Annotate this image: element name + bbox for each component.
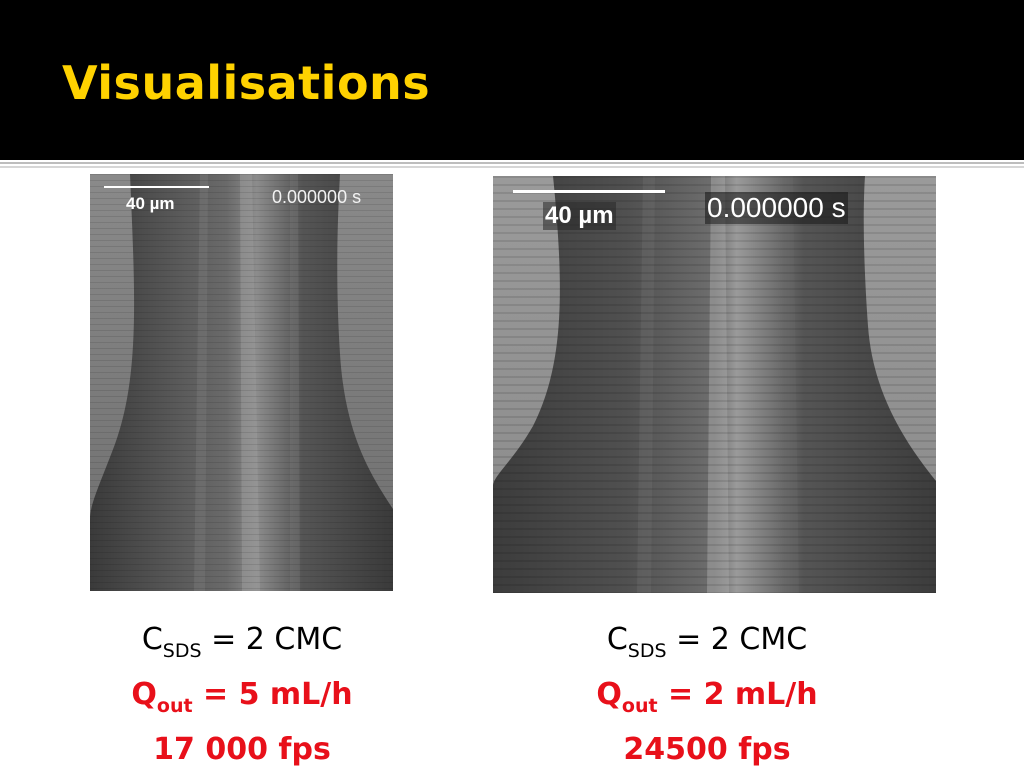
flow-rate-line: Qout = 2 mL/h: [542, 667, 872, 722]
q-symbol: Q: [131, 677, 157, 712]
scale-bar-label: 40 µm: [126, 194, 175, 213]
micrograph-left: 40 µm 0.000000 s: [90, 174, 393, 591]
c-value: = 2 CMC: [676, 622, 808, 657]
c-symbol: C: [606, 622, 628, 657]
q-subscript: out: [156, 695, 193, 717]
scale-bar-label: 40 µm: [543, 202, 616, 230]
timestamp-label: 0.000000 s: [705, 192, 848, 224]
q-value: = 5 mL/h: [203, 677, 353, 712]
q-value: = 2 mL/h: [668, 677, 818, 712]
concentration-line: CSDS = 2 CMC: [542, 612, 872, 667]
c-symbol: C: [141, 622, 163, 657]
timestamp-label: 0.000000 s: [272, 187, 362, 207]
slide-title: Visualisations: [62, 56, 431, 110]
flow-rate-line: Qout = 5 mL/h: [77, 667, 407, 722]
q-subscript: out: [621, 695, 658, 717]
micrograph-right: 40 µm 0.000000 s: [493, 176, 936, 593]
micrograph-right-image: [493, 176, 936, 593]
scale-bar-line: [104, 186, 209, 188]
fps-line: 24500 fps: [623, 732, 791, 767]
c-value: = 2 CMC: [211, 622, 343, 657]
c-subscript: SDS: [627, 640, 667, 662]
title-bar: Visualisations: [0, 0, 1024, 160]
micrograph-left-image: [90, 174, 393, 591]
concentration-line: CSDS = 2 CMC: [77, 612, 407, 667]
caption-left: CSDS = 2 CMC Qout = 5 mL/h 17 000 fps: [77, 612, 407, 777]
c-subscript: SDS: [162, 640, 202, 662]
scale-bar-line: [513, 190, 665, 193]
divider-line-secondary: [0, 166, 1024, 168]
fps-line: 17 000 fps: [153, 732, 331, 767]
caption-right: CSDS = 2 CMC Qout = 2 mL/h 24500 fps: [542, 612, 872, 777]
divider-line: [0, 162, 1024, 164]
q-symbol: Q: [596, 677, 622, 712]
